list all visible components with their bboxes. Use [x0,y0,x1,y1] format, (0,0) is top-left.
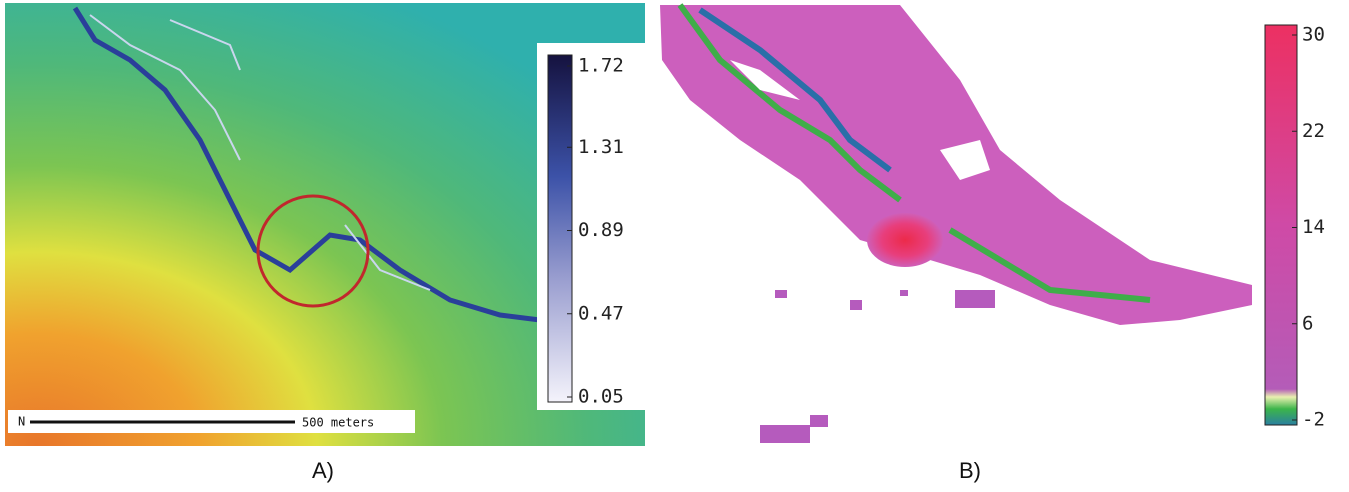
figure: N 500 meters A) B) 1.72 1.31 0.89 0.47 0.05 3… [0,0,1349,492]
colorbar-tick-label: 1.72 [578,55,624,77]
colorbar-tick-label: 0.05 [578,386,624,408]
colorbar-tick-label: 1.31 [578,136,624,158]
colorbar-tick-label: 22 [1302,120,1325,142]
north-arrow: N [18,415,25,429]
colorbar-tick-label: 30 [1302,24,1325,46]
panel-b: B) [660,5,1297,483]
colorbar [548,55,572,402]
patches [760,290,995,443]
scale-bar-label: 500 meters [302,416,374,430]
colorbar [1265,25,1297,425]
panel-label: B) [959,458,981,483]
colorbar-tick-label: 0.47 [578,302,624,324]
hotspot [867,213,943,267]
colorbar-tick-label: 14 [1302,216,1325,238]
colorbar-tick-label: 0.89 [578,219,624,241]
colorbar-tick-label: -2 [1302,409,1325,431]
panel-a: N 500 meters A) [5,3,645,483]
colorbar-tick-label: 6 [1302,312,1313,334]
panel-label: A) [312,458,334,483]
